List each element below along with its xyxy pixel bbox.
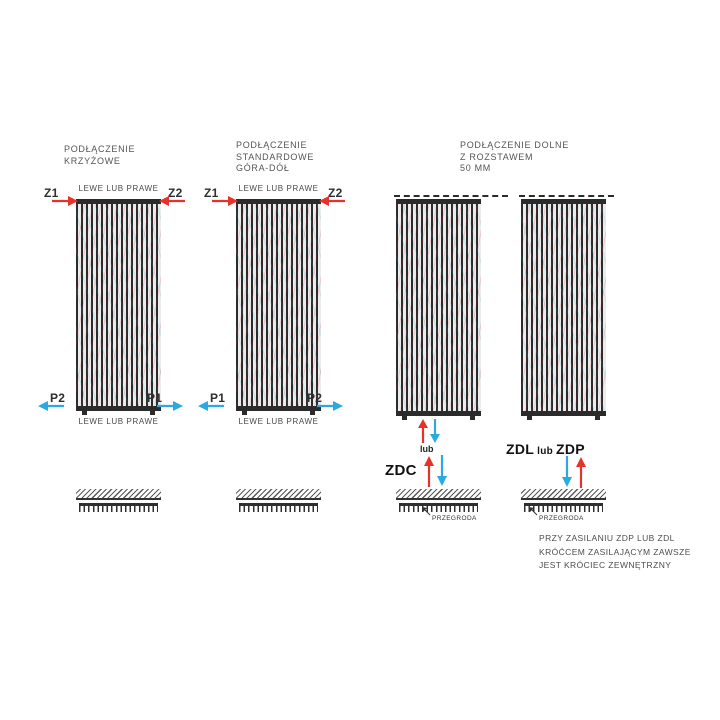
level-dashed-line bbox=[394, 195, 508, 197]
connection-label-zdc: ZDC bbox=[385, 462, 417, 479]
radiator-krzyzowe bbox=[76, 199, 161, 415]
return-arrow-down-icon bbox=[562, 456, 572, 487]
bottom-side-label: LEWE LUB PRAWE bbox=[238, 417, 319, 426]
level-dashed-line bbox=[519, 195, 614, 197]
title-line: 50 MM bbox=[460, 163, 492, 173]
title-krzyzowe: PODŁĄCZENIE KRZYŻOWE bbox=[64, 144, 135, 167]
bottom-side-label: LEWE LUB PRAWE bbox=[78, 417, 159, 426]
note-line: PRZY ZASILANIU ZDP LUB ZDL bbox=[539, 533, 675, 543]
title-line: GÓRA-DÓŁ bbox=[236, 163, 290, 173]
radiator-dolne-zdc bbox=[396, 199, 481, 420]
supply-port-label-z2: Z2 bbox=[328, 186, 343, 200]
supply-note: PRZY ZASILANIU ZDP LUB ZDL KRÓĆCEM ZASIL… bbox=[539, 532, 714, 573]
radiator-plan-view bbox=[79, 503, 158, 512]
connection-label-zdp: ZDP bbox=[556, 441, 585, 457]
supply-arrow-up-icon bbox=[418, 419, 428, 443]
title-line: PODŁĄCZENIE DOLNE bbox=[460, 140, 569, 150]
note-line: JEST KRÓCIEC ZEWNĘTRZNY bbox=[539, 560, 672, 570]
supply-arrow-left-icon bbox=[159, 196, 185, 206]
radiator-plan-view bbox=[239, 503, 318, 512]
return-arrow-down-icon bbox=[437, 455, 447, 486]
or-label: lub bbox=[420, 444, 434, 454]
top-side-label: LEWE LUB PRAWE bbox=[238, 184, 319, 193]
supply-arrow-right-icon bbox=[212, 196, 238, 206]
return-arrow-right-icon bbox=[157, 401, 183, 411]
wall-hatch bbox=[521, 489, 606, 500]
return-port-label-p2: P2 bbox=[50, 391, 66, 405]
wall-hatch bbox=[236, 489, 321, 500]
radiator-dolne-zdl bbox=[521, 199, 606, 420]
partition-label: PRZEGRODA bbox=[539, 515, 584, 522]
title-standardowe: PODŁĄCZENIE STANDARDOWE GÓRA-DÓŁ bbox=[236, 140, 314, 175]
supply-arrow-left-icon bbox=[319, 196, 345, 206]
title-line: KRZYŻOWE bbox=[64, 155, 121, 166]
supply-arrow-up-icon bbox=[576, 457, 586, 488]
title-line: Z ROZSTAWEM bbox=[460, 151, 534, 162]
supply-port-label-z1: Z1 bbox=[44, 186, 59, 200]
return-arrow-left-icon bbox=[38, 401, 64, 411]
supply-arrow-up-icon bbox=[424, 456, 434, 487]
connection-label-zdl-zdp: ZDL lub ZDP bbox=[506, 441, 585, 457]
title-line: STANDARDOWE bbox=[236, 151, 315, 162]
radiator-standardowe bbox=[236, 199, 321, 415]
title-line: PODŁĄCZENIE bbox=[236, 140, 308, 150]
return-port-label-p2: P2 bbox=[307, 391, 323, 405]
partition-label: PRZEGRODA bbox=[432, 515, 477, 522]
top-side-label: LEWE LUB PRAWE bbox=[78, 184, 159, 193]
return-arrow-right-icon bbox=[317, 401, 343, 411]
return-port-label-p1: P1 bbox=[210, 391, 226, 405]
partition-pointer-icon bbox=[529, 507, 538, 516]
wall-hatch bbox=[76, 489, 161, 500]
note-line: KRÓĆCEM ZASILAJĄCYM ZAWSZE bbox=[539, 546, 691, 557]
supply-port-label-z1: Z1 bbox=[204, 186, 219, 200]
connection-label-zdl: ZDL bbox=[506, 441, 535, 457]
supply-port-label-z2: Z2 bbox=[168, 186, 183, 200]
wall-hatch bbox=[396, 489, 481, 500]
radiator-plan-view bbox=[399, 503, 478, 512]
title-dolne: PODŁĄCZENIE DOLNE Z ROZSTAWEM 50 MM bbox=[460, 140, 569, 175]
or-label: lub bbox=[537, 446, 554, 457]
partition-pointer-icon bbox=[422, 507, 431, 516]
return-port-label-p1: P1 bbox=[147, 391, 163, 405]
supply-arrow-right-icon bbox=[52, 196, 78, 206]
return-arrow-down-icon bbox=[430, 419, 440, 443]
radiator-plan-view bbox=[524, 503, 603, 512]
return-arrow-left-icon bbox=[198, 401, 224, 411]
title-line: PODŁĄCZENIE bbox=[64, 144, 136, 154]
